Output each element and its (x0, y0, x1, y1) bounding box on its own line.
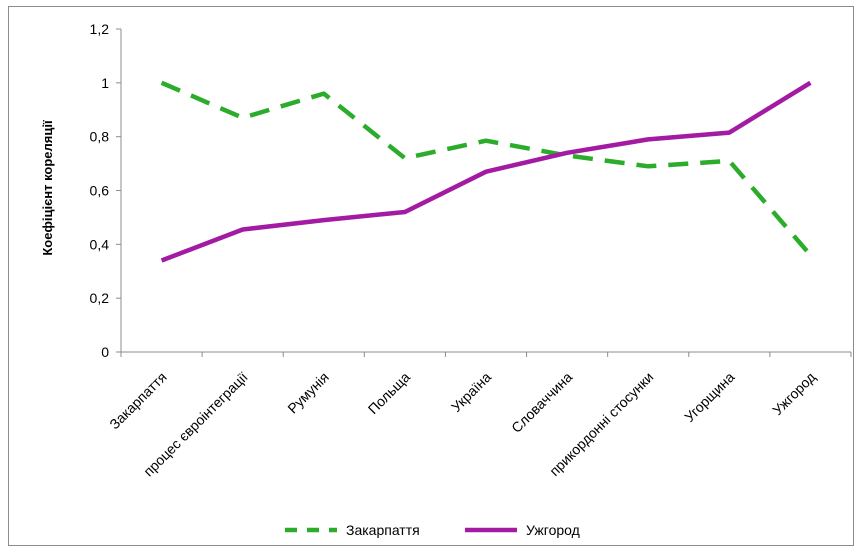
y-tick-label: 1,2 (90, 21, 110, 37)
y-tick-label: 0,8 (90, 129, 110, 145)
series-lines (160, 80, 813, 263)
x-tick-label: Закарпаття (106, 369, 169, 432)
x-tick-label: Румунія (284, 369, 332, 417)
y-tick-labels: 0 0,2 0,4 0,6 0,8 1 1,2 (90, 21, 110, 360)
chart-frame (8, 6, 854, 546)
legend: Закарпаття Ужгород (285, 522, 580, 538)
y-tick-label: 0,6 (90, 183, 110, 199)
legend-label-1: Ужгород (526, 522, 580, 538)
x-tick-label: Угорщина (681, 369, 737, 425)
y-axis-label: Коефіцієнт кореляції (40, 120, 55, 256)
x-tick-label: Польща (365, 369, 413, 417)
axes (116, 28, 852, 357)
y-tick-label: 1 (101, 75, 109, 91)
x-tick-label: Ужгород (769, 369, 818, 418)
y-tick-label: 0 (101, 344, 109, 360)
y-tick-label: 0,4 (90, 236, 110, 252)
legend-label-0: Закарпаття (346, 522, 420, 538)
y-tick-label: 0,2 (90, 290, 110, 306)
x-tick-label: Україна (448, 369, 494, 415)
x-tick-label: Словаччина (508, 369, 575, 436)
